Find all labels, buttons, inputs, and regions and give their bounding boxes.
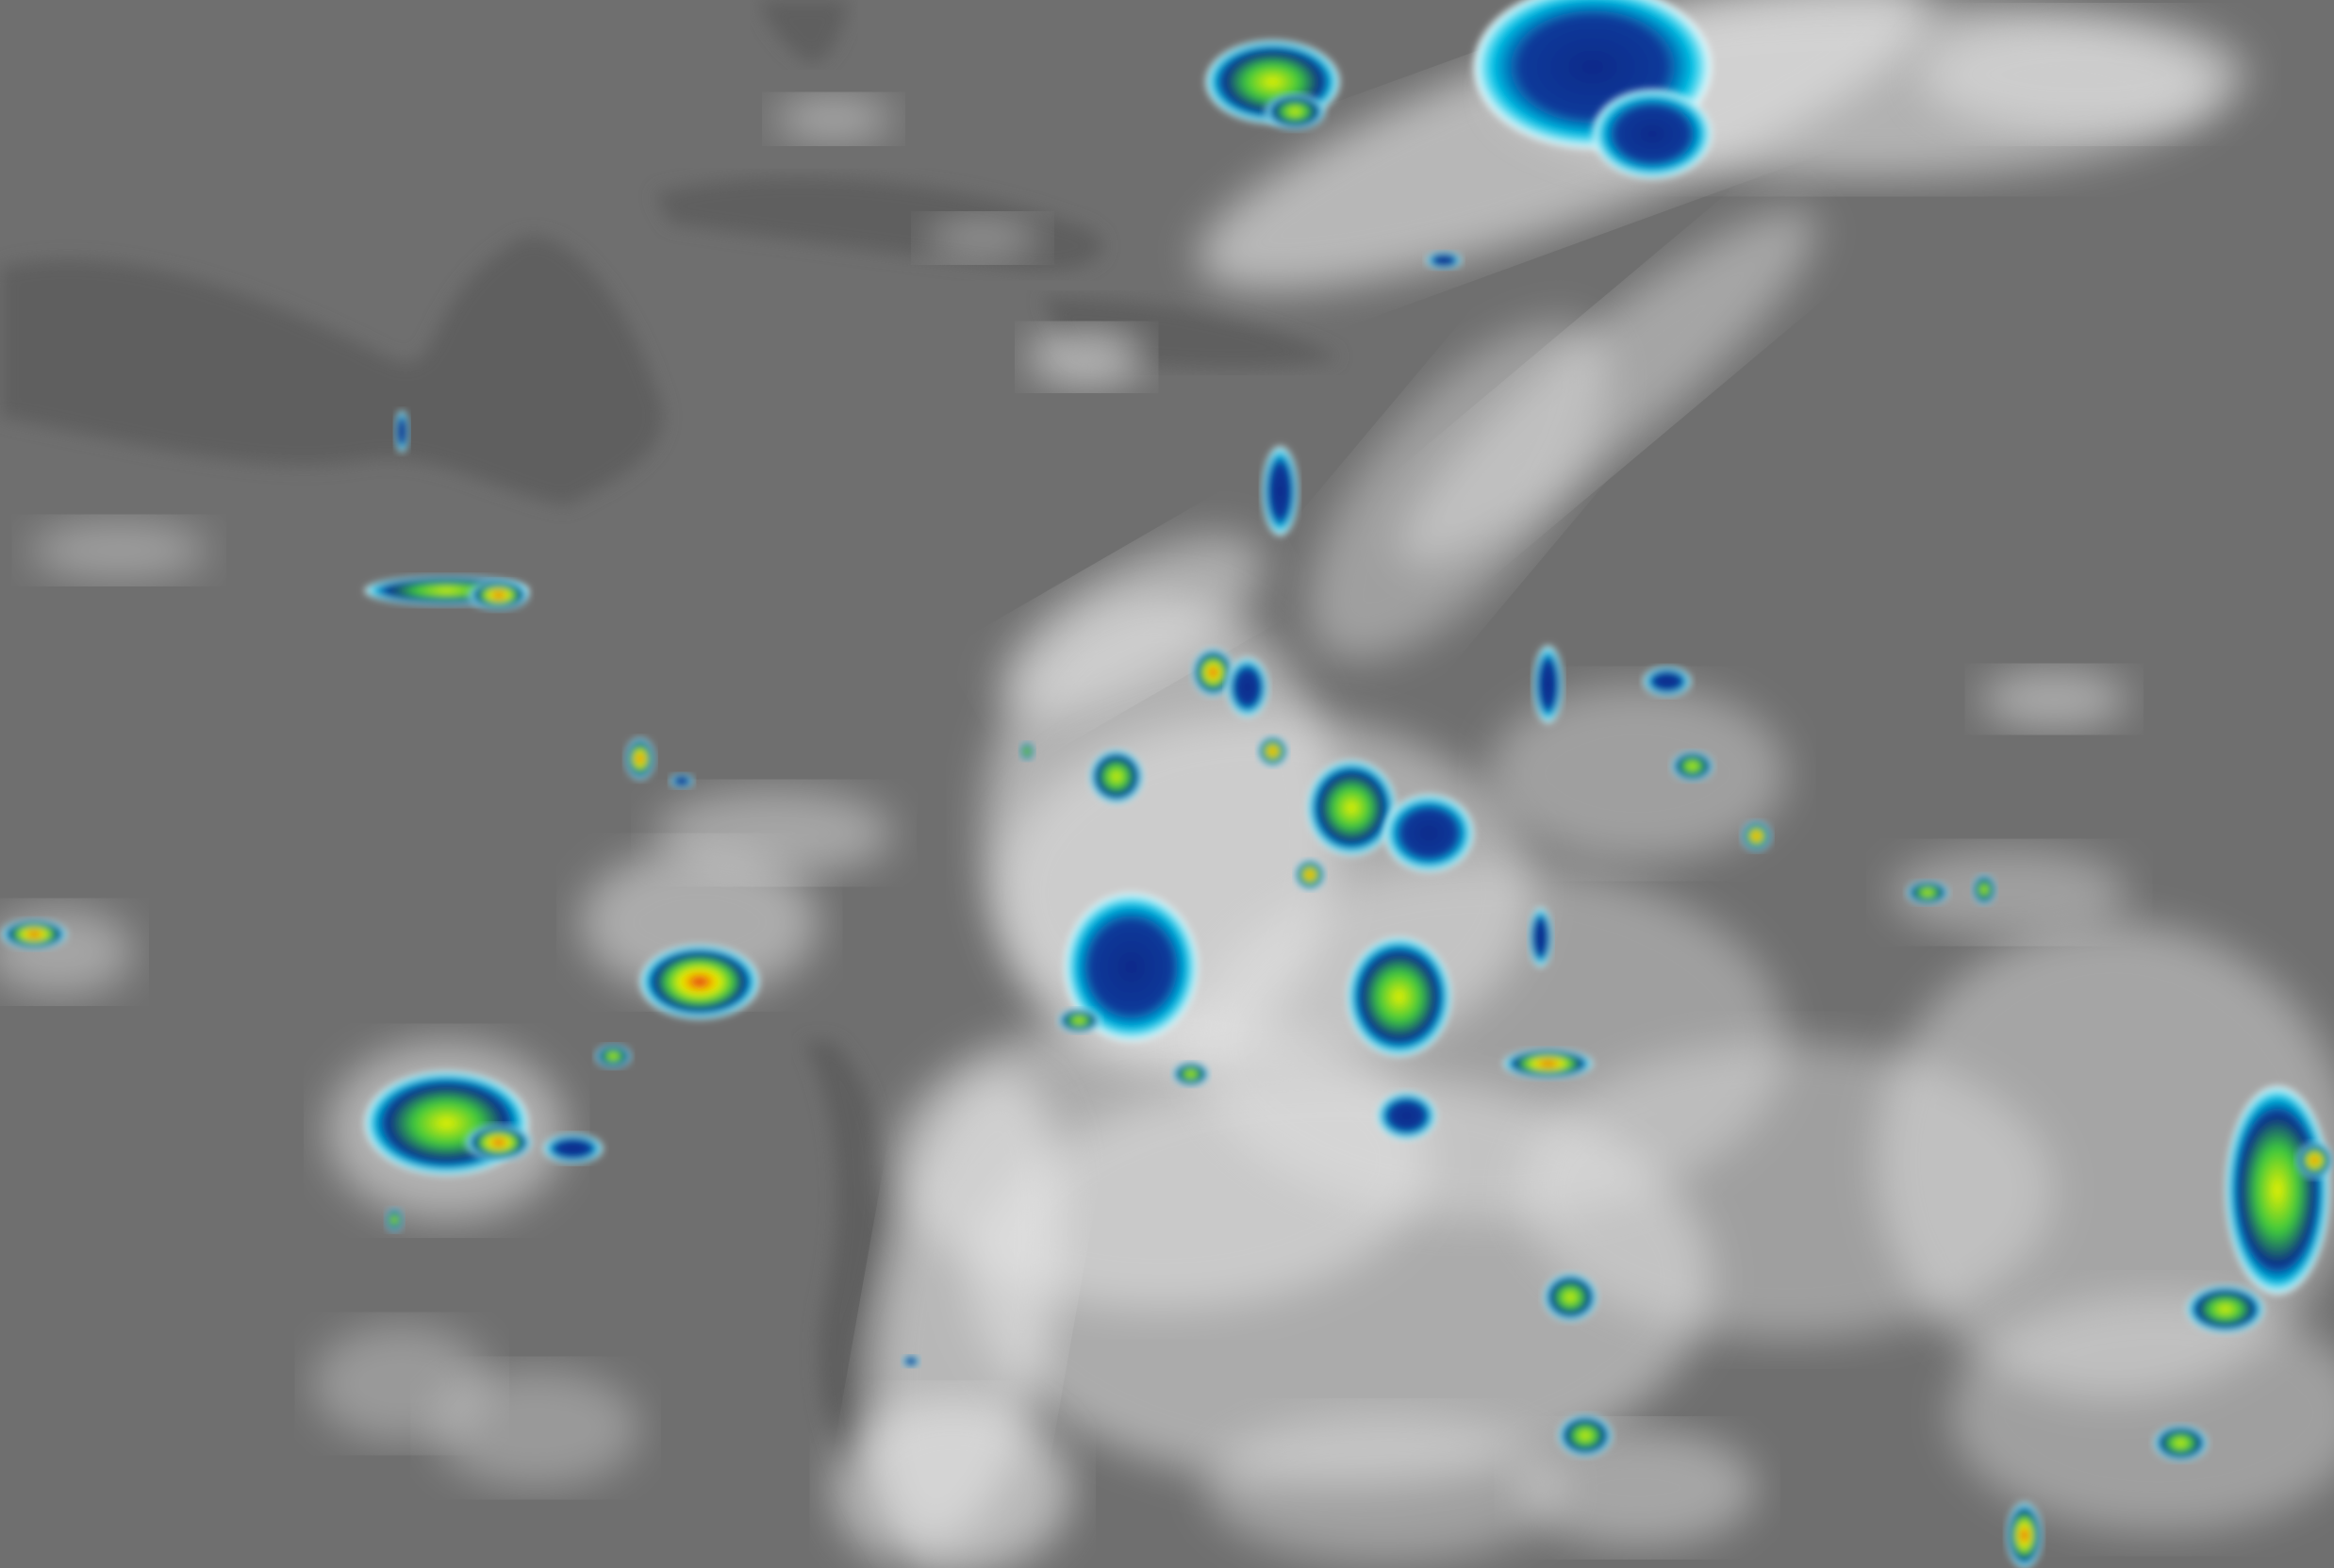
storm-cell <box>902 1355 920 1367</box>
cloud-patch <box>580 848 819 998</box>
storm-cell <box>1192 648 1234 697</box>
cloud-patch <box>1875 922 2334 1399</box>
storm-cell <box>1262 446 1299 536</box>
storm-cell <box>1529 907 1553 967</box>
storm-cell <box>1295 859 1325 890</box>
land-mass <box>803 1041 923 1568</box>
cloud-patch <box>654 788 894 878</box>
storm-cell <box>1377 1092 1437 1140</box>
storm-cell <box>1906 881 1949 905</box>
cloud-patch <box>773 96 894 141</box>
storm-cell <box>1741 820 1772 851</box>
storm-cell <box>595 1044 632 1068</box>
storm-cell <box>1671 751 1713 782</box>
storm-cell <box>385 1208 404 1232</box>
cloud-patch <box>431 1368 640 1488</box>
storm-cell <box>1265 93 1325 130</box>
storm-cell <box>1306 760 1397 856</box>
cloud-patch <box>1890 848 2129 938</box>
storm-cell <box>624 737 655 780</box>
storm-cell <box>1532 645 1564 723</box>
storm-cell <box>1643 666 1692 697</box>
cloud-patch <box>1027 327 1147 388</box>
cloud-patch <box>1308 321 1610 661</box>
storm-cell <box>2186 1285 2264 1333</box>
storm-cell <box>639 944 760 1019</box>
land-mass <box>0 236 663 506</box>
storm-cell <box>1503 1048 1593 1079</box>
storm-cell <box>1426 251 1463 270</box>
cloud-patch <box>833 1398 1072 1568</box>
cloud-patch <box>1205 1412 1564 1562</box>
storm-cell <box>469 580 529 610</box>
cloud-patch <box>1920 14 2248 135</box>
land-mass <box>759 0 849 64</box>
storm-cell <box>1592 89 1713 179</box>
storm-cell <box>1347 937 1451 1057</box>
storm-cell <box>1543 1273 1597 1322</box>
storm-cell <box>2006 1502 2043 1568</box>
storm-cell <box>466 1124 532 1161</box>
storm-cell <box>1019 742 1035 761</box>
storm-cell <box>1226 657 1268 718</box>
storm-cell <box>2154 1425 2208 1461</box>
land-masses <box>0 0 1340 1568</box>
cloud-patch <box>1488 684 1787 864</box>
storm-cell <box>543 1133 604 1164</box>
storm-cell <box>1383 794 1474 872</box>
storm-cell <box>1 919 68 949</box>
storm-cell <box>1064 892 1199 1042</box>
storm-cell <box>1257 736 1288 767</box>
storm-cell <box>2225 1085 2330 1295</box>
cloud-patch <box>922 215 1042 261</box>
storm-cell <box>1972 874 1996 905</box>
storm-cell <box>394 410 410 453</box>
cloud-patch <box>1949 1294 2334 1533</box>
storm-cell <box>1058 1008 1101 1032</box>
cloud-patch <box>29 520 208 581</box>
storm-cell <box>1558 1414 1613 1457</box>
storm-cell <box>2296 1142 2333 1179</box>
storm-cell <box>1089 750 1144 804</box>
cloud-patch <box>1979 669 2129 730</box>
storm-cell <box>1172 1062 1209 1086</box>
cloud-patch <box>1518 1428 1757 1547</box>
storm-cell <box>670 773 694 789</box>
